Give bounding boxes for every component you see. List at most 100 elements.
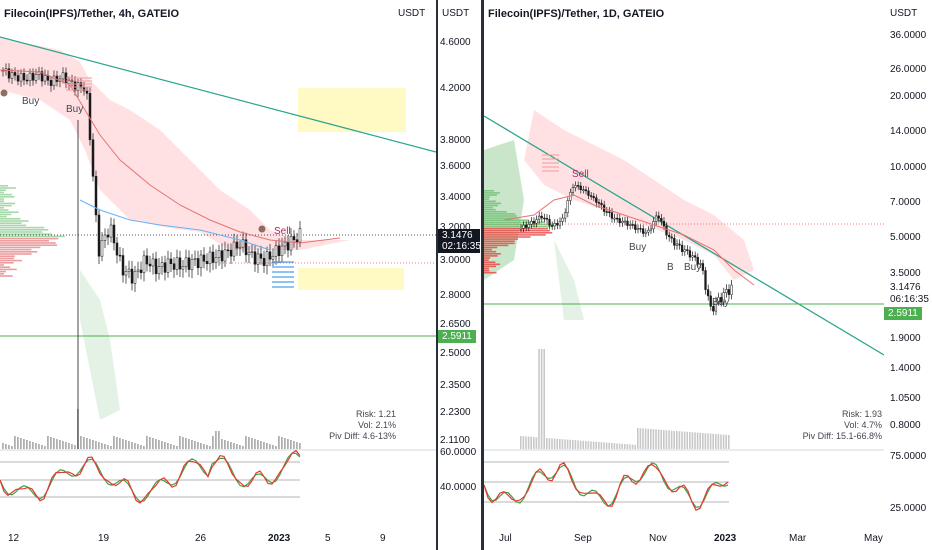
volume-bar (608, 442, 610, 449)
volume-bar (533, 437, 535, 449)
volume-bar (92, 440, 94, 449)
volume-bar (254, 439, 256, 449)
chart-panel-4h[interactable]: Buy Buy Sell Filecoin(IPFS)/Tether, 4h, GA… (0, 0, 436, 550)
price-tick: 0.8000 (890, 420, 921, 431)
volume-bar (206, 445, 208, 449)
volume-bar (585, 441, 587, 449)
volume-bar (152, 438, 154, 449)
chart-canvas-1d[interactable]: Sell Buy B Buy Buy (484, 0, 884, 550)
candle (49, 80, 53, 86)
volume-profile-bar (0, 220, 29, 222)
volume-bar (2, 443, 4, 449)
price-tick: 10.0000 (890, 162, 927, 173)
candle (139, 269, 143, 273)
candle (657, 215, 660, 219)
volume-bar (605, 442, 608, 449)
volume-profile-bar (484, 213, 516, 215)
candle (205, 261, 209, 265)
candle (530, 221, 533, 225)
candle (644, 231, 647, 234)
candle (628, 224, 632, 226)
candle (157, 266, 161, 275)
volume-bar (543, 349, 545, 449)
candle (641, 228, 645, 234)
volume-bar (670, 430, 673, 449)
candle (696, 256, 699, 265)
price-axis-1d[interactable]: USDT 36.0000 26.0000 20.0000 14.0000 10.0000… (884, 0, 932, 550)
price-tick: 1.4000 (890, 363, 921, 374)
candle (678, 243, 681, 246)
axis-unit: USDT (442, 8, 470, 19)
volume-profile-bar (484, 255, 498, 257)
price-tick: 2.1100 (440, 435, 470, 446)
volume-profile-bar (0, 262, 14, 264)
candle (524, 224, 528, 228)
candle (667, 234, 671, 238)
volume-bar (522, 436, 525, 449)
volume-bar (140, 445, 142, 449)
volume-profile-bar (484, 259, 489, 261)
chart-title: Filecoin(IPFS)/Tether, 4h, GATEIO (4, 8, 180, 20)
candle (16, 75, 20, 82)
candle (259, 253, 263, 259)
candle (558, 221, 562, 226)
volume-profile-bar (484, 202, 502, 205)
candle (654, 215, 658, 222)
volume-bar (143, 446, 145, 449)
candle (289, 236, 293, 251)
axis-unit: USDT (890, 8, 918, 19)
volume-bar (592, 441, 595, 449)
volume-bar (290, 440, 292, 449)
volume-bar (173, 445, 175, 449)
candle (256, 253, 260, 265)
volume-profile-bar (484, 240, 515, 242)
candle (262, 258, 266, 266)
price-axis-4h[interactable]: USDT 4.6000 4.2000 3.8000 3.6000 3.4000 3.200… (438, 0, 481, 550)
candle (706, 289, 710, 297)
volume-bar (245, 436, 247, 449)
volume-bar (676, 431, 678, 449)
volume-bar (44, 446, 46, 449)
buy-signal-label: Buy (684, 262, 701, 273)
candle (683, 249, 686, 252)
volume-bar (101, 443, 103, 449)
volume-bar (5, 444, 7, 449)
volume-profile-bar (484, 217, 519, 219)
candle (574, 185, 577, 188)
volume-bar (647, 428, 649, 449)
candle (725, 289, 728, 293)
candle (699, 263, 702, 265)
volume-profile-bar (0, 242, 56, 244)
price-tick: 2.3500 (440, 380, 471, 391)
volume-bar (572, 440, 574, 449)
candle (286, 241, 290, 251)
volume-bar (611, 443, 613, 449)
volume-profile-bar (0, 202, 16, 205)
volume-bar (634, 444, 636, 449)
candle (283, 241, 287, 247)
candle (277, 245, 281, 257)
chart-panel-1d[interactable]: Sell Buy B Buy Buy Filecoin(IPFS)/Tether, 1D… (484, 0, 932, 550)
candle (202, 254, 206, 262)
candle (163, 262, 167, 273)
candle (82, 87, 86, 92)
volume-profile-bar (0, 224, 27, 227)
price-tick: 3.2000 (440, 222, 471, 233)
candle (553, 223, 556, 227)
candle (691, 255, 694, 258)
volume-bar (260, 441, 262, 449)
candle (268, 251, 272, 260)
candle (214, 257, 218, 263)
volume-bar (191, 440, 193, 449)
volume-bar (233, 443, 235, 449)
volume-bar (161, 441, 163, 449)
candle (94, 176, 98, 216)
volume-bar (62, 441, 64, 449)
volume-bar (248, 437, 250, 449)
candle (605, 211, 608, 213)
vol-stat: Vol: 2.1% (357, 420, 396, 430)
candle (280, 245, 284, 257)
volume-bar (119, 438, 121, 449)
chart-canvas-4h[interactable]: Buy Buy Sell (0, 0, 436, 550)
volume-bar (68, 443, 70, 449)
